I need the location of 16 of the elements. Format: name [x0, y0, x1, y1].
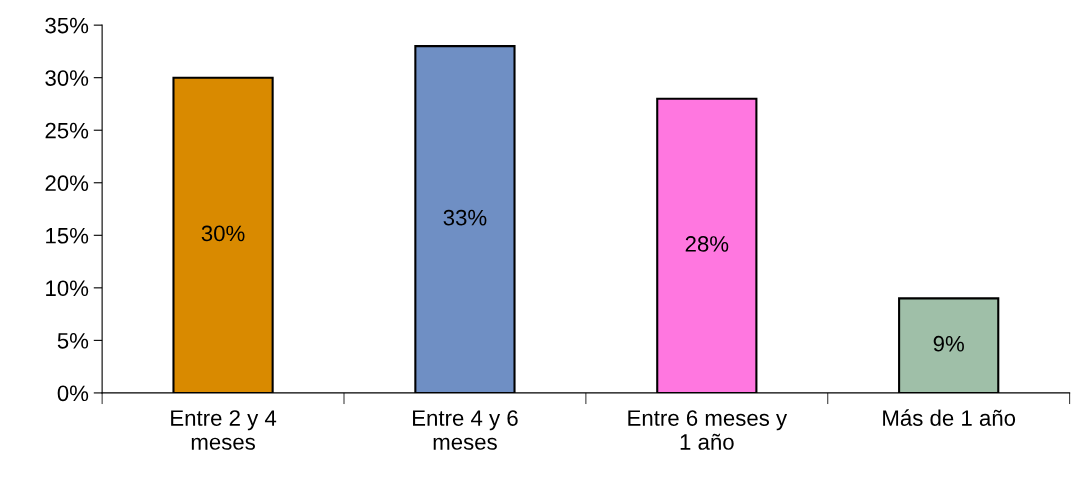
y-tick-label: 25%	[45, 122, 89, 139]
y-tick-label: 0%	[57, 385, 89, 402]
data-label: 33%	[443, 209, 487, 226]
data-label: 30%	[201, 225, 245, 242]
y-tick-label: 15%	[46, 227, 89, 244]
y-tick-label: 5%	[57, 333, 89, 349]
data-label: 28%	[685, 236, 729, 252]
y-tick-label: 30%	[45, 70, 89, 86]
x-tick-label: Entre 2 y 4 meses	[171, 410, 277, 450]
y-tick-label: 20%	[45, 175, 89, 192]
x-tick-label: Entre 6 meses y 1 año	[628, 410, 788, 450]
data-label: 9%	[933, 335, 964, 352]
y-tick-label: 10%	[46, 280, 89, 297]
y-tick-label: 35%	[45, 17, 89, 34]
x-tick-label: Más de 1 año	[883, 409, 1016, 426]
x-tick-label: Entre 4 y 6 meses	[413, 410, 518, 450]
